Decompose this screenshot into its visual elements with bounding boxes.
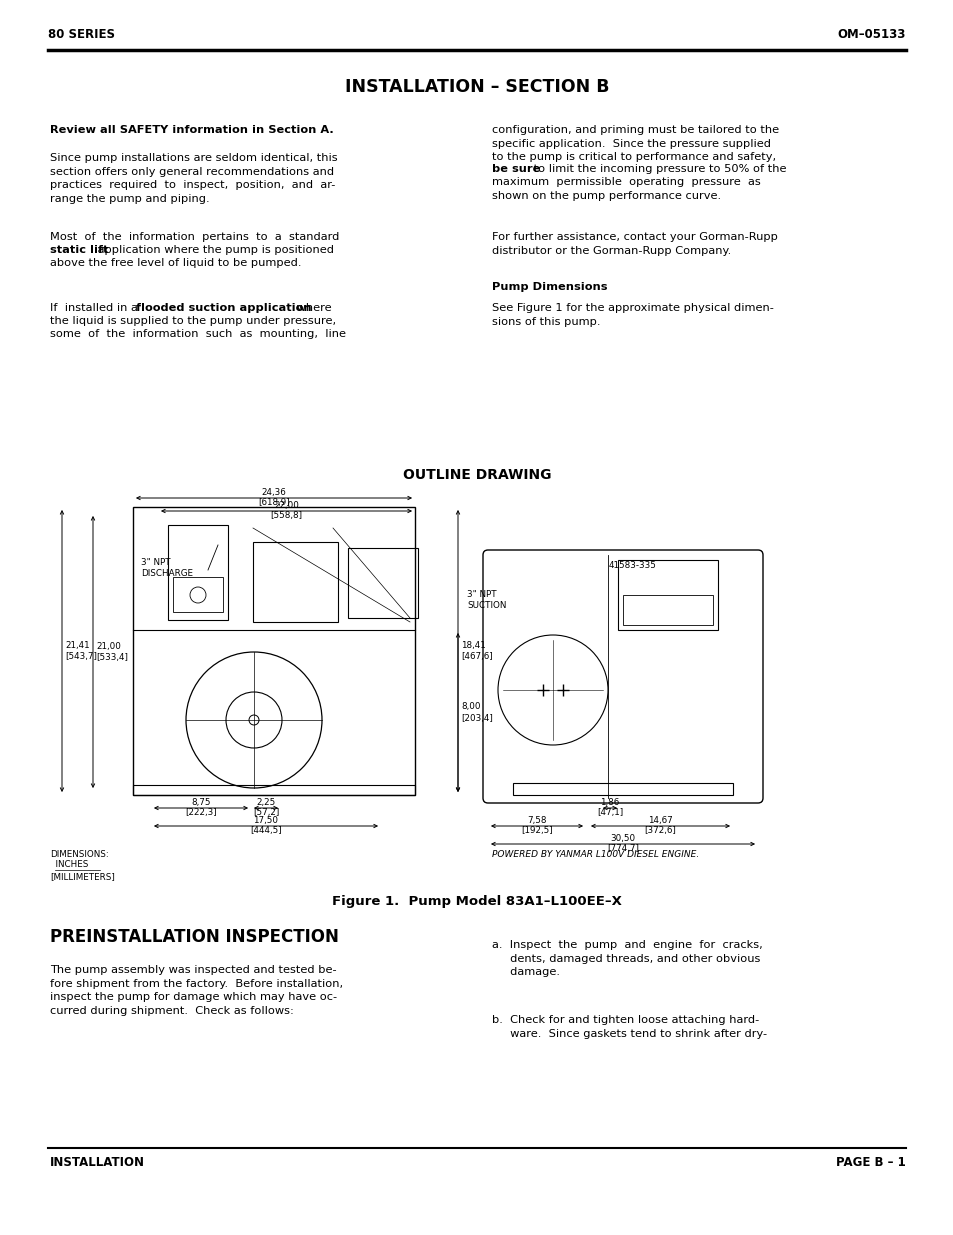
Text: 21,41
[543,7]: 21,41 [543,7] (65, 641, 97, 661)
Text: 14,67: 14,67 (647, 816, 672, 825)
Text: 17,50: 17,50 (253, 816, 278, 825)
Text: INSTALLATION – SECTION B: INSTALLATION – SECTION B (344, 78, 609, 96)
Text: application where the pump is positioned: application where the pump is positioned (94, 245, 334, 254)
Text: 3" NPT
SUCTION: 3" NPT SUCTION (467, 590, 506, 610)
Text: to limit the incoming pressure to 50% of the: to limit the incoming pressure to 50% of… (530, 164, 785, 174)
Text: a.  Inspect  the  pump  and  engine  for  cracks,
     dents, damaged threads, a: a. Inspect the pump and engine for crack… (492, 940, 762, 977)
Text: maximum  permissible  operating  pressure  as
shown on the pump performance curv: maximum permissible operating pressure a… (492, 177, 760, 200)
Text: 80 SERIES: 80 SERIES (48, 28, 115, 41)
Bar (132, 508, 415, 795)
Text: 1,86: 1,86 (599, 798, 619, 806)
Text: flooded suction application: flooded suction application (136, 303, 312, 312)
Text: If  installed in a: If installed in a (50, 303, 141, 312)
Text: [774,7]: [774,7] (606, 844, 639, 853)
Text: The pump assembly was inspected and tested be-
fore shipment from the factory.  : The pump assembly was inspected and test… (50, 965, 343, 1016)
Bar (513, 783, 732, 795)
Bar (253, 542, 337, 622)
Text: 21,00
[533,4]: 21,00 [533,4] (96, 642, 128, 662)
Text: POWERED BY YANMAR L100V DIESEL ENGINE.: POWERED BY YANMAR L100V DIESEL ENGINE. (492, 850, 699, 860)
Text: 3" NPT
DISCHARGE: 3" NPT DISCHARGE (141, 558, 193, 578)
Text: [222,3]: [222,3] (185, 808, 216, 818)
Text: Pump Dimensions: Pump Dimensions (492, 282, 607, 291)
Text: INCHES: INCHES (50, 860, 89, 869)
Text: Figure 1.  Pump Model 83A1–L100EE–X: Figure 1. Pump Model 83A1–L100EE–X (332, 895, 621, 908)
Text: [192,5]: [192,5] (520, 826, 553, 835)
Text: static lift: static lift (50, 245, 109, 254)
Text: [MILLIMETERS]: [MILLIMETERS] (50, 872, 114, 881)
Text: PREINSTALLATION INSPECTION: PREINSTALLATION INSPECTION (50, 927, 338, 946)
Text: above the free level of liquid to be pumped.: above the free level of liquid to be pum… (50, 258, 301, 268)
Text: OUTLINE DRAWING: OUTLINE DRAWING (402, 468, 551, 482)
Bar (132, 785, 415, 795)
Text: See Figure 1 for the approximate physical dimen-
sions of this pump.: See Figure 1 for the approximate physica… (492, 303, 773, 326)
Text: INSTALLATION: INSTALLATION (50, 1156, 145, 1170)
Text: some  of  the  information  such  as  mounting,  line: some of the information such as mounting… (50, 329, 346, 338)
Text: 2,25: 2,25 (256, 798, 275, 806)
Bar (172, 577, 223, 613)
Text: Review all SAFETY information in Section A.: Review all SAFETY information in Section… (50, 125, 334, 135)
Text: 8,75: 8,75 (191, 798, 211, 806)
Text: [444,5]: [444,5] (250, 826, 281, 835)
Text: 41583-335: 41583-335 (608, 561, 657, 571)
Text: be sure: be sure (492, 164, 539, 174)
Text: [558,8]: [558,8] (270, 511, 302, 520)
Text: Most  of  the  information  pertains  to  a  standard: Most of the information pertains to a st… (50, 232, 339, 242)
Bar (618, 559, 718, 630)
Text: For further assistance, contact your Gorman-Rupp
distributor or the Gorman-Rupp : For further assistance, contact your Gor… (492, 232, 777, 256)
Text: 30,50: 30,50 (610, 834, 635, 844)
Text: the liquid is supplied to the pump under pressure,: the liquid is supplied to the pump under… (50, 316, 335, 326)
Text: Since pump installations are seldom identical, this
section offers only general : Since pump installations are seldom iden… (50, 153, 337, 204)
Text: 18,41
[467,6]: 18,41 [467,6] (460, 641, 493, 661)
Text: OM–05133: OM–05133 (837, 28, 905, 41)
Text: where: where (293, 303, 332, 312)
Text: [47,1]: [47,1] (597, 808, 622, 818)
Text: 22,00: 22,00 (274, 501, 298, 510)
Bar (348, 548, 417, 618)
Text: [57,2]: [57,2] (253, 808, 279, 818)
Text: 24,36: 24,36 (261, 488, 286, 496)
Text: [372,6]: [372,6] (644, 826, 676, 835)
Text: PAGE B – 1: PAGE B – 1 (836, 1156, 905, 1170)
Bar (622, 595, 712, 625)
Text: DIMENSIONS:: DIMENSIONS: (50, 850, 109, 860)
Text: 8,00
[203,4]: 8,00 [203,4] (460, 703, 493, 722)
Text: 7,58: 7,58 (527, 816, 546, 825)
Bar (168, 525, 228, 620)
Text: configuration, and priming must be tailored to the
specific application.  Since : configuration, and priming must be tailo… (492, 125, 779, 162)
Text: [618,9]: [618,9] (258, 498, 290, 508)
Text: b.  Check for and tighten loose attaching hard-
     ware.  Since gaskets tend t: b. Check for and tighten loose attaching… (492, 1015, 766, 1039)
